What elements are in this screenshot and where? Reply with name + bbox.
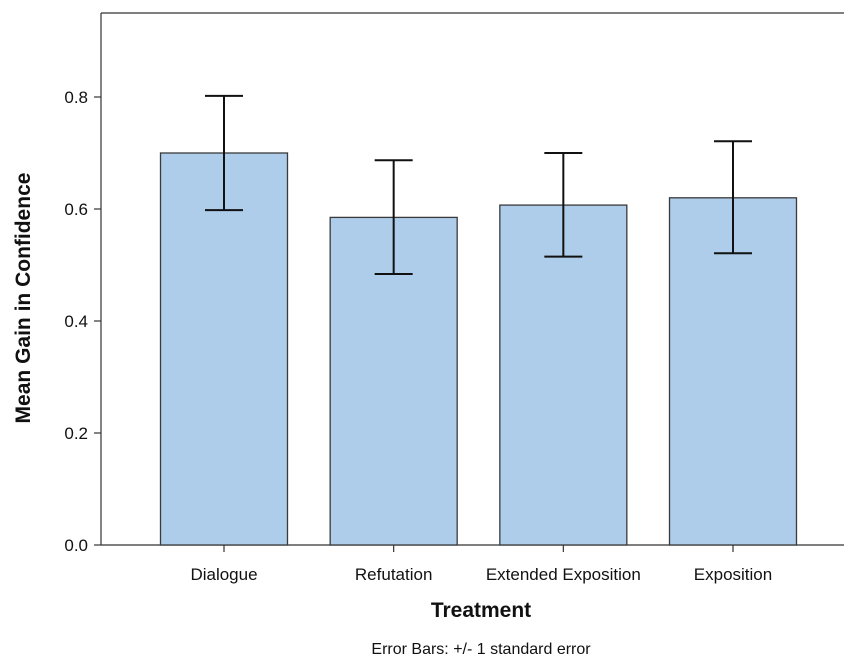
x-tick-label: Extended Exposition xyxy=(486,565,641,584)
x-axis-title: Treatment xyxy=(431,599,531,622)
x-tick-label: Dialogue xyxy=(190,565,257,584)
error-bars xyxy=(205,94,752,275)
error-bar-note: Error Bars: +/- 1 standard error xyxy=(371,641,591,658)
y-tick-label: 0.8 xyxy=(64,88,88,107)
y-tick-label: 0.2 xyxy=(64,424,88,443)
x-tick-label: Refutation xyxy=(355,565,433,584)
y-axis-title: Mean Gain in Confidence xyxy=(12,173,35,424)
y-tick-label: 0.0 xyxy=(64,536,88,555)
y-tick-label: 0.4 xyxy=(64,312,88,331)
bars xyxy=(159,152,798,546)
x-axis-ticks: Dialogue Refutation Extended Exposition Exp… xyxy=(190,545,772,584)
bar xyxy=(668,197,798,546)
bar xyxy=(159,152,289,546)
y-axis-ticks: 0.0 0.2 0.4 0.6 0.8 xyxy=(64,88,101,555)
x-tick-label: Exposition xyxy=(694,565,772,584)
y-tick-label: 0.6 xyxy=(64,200,88,219)
